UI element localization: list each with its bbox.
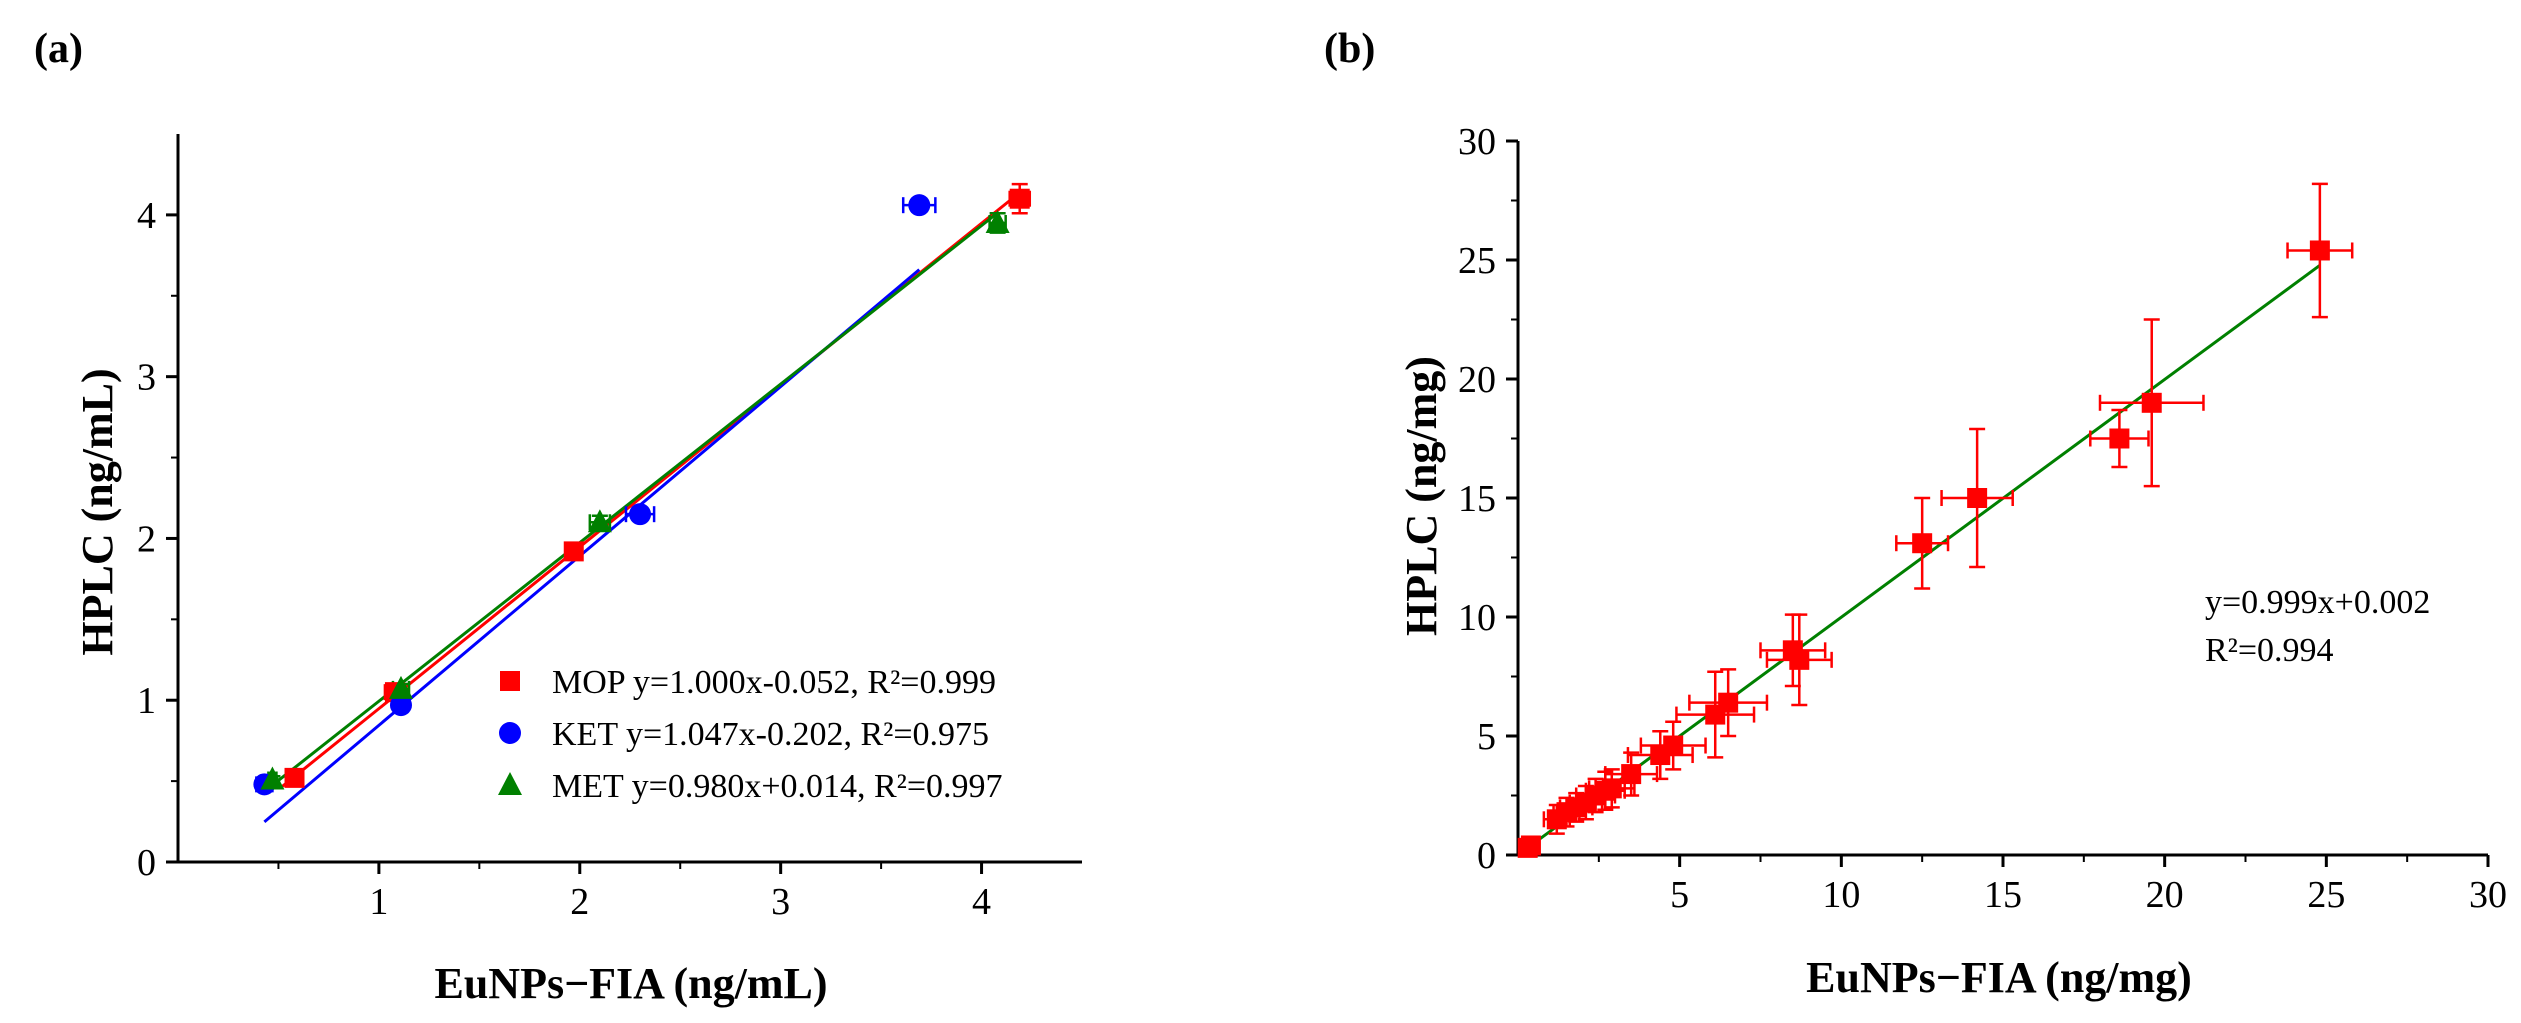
y-tick-label: 5 bbox=[1477, 716, 1496, 758]
x-tick-label: 25 bbox=[2307, 874, 2345, 916]
y-tick-label: 15 bbox=[1458, 478, 1496, 520]
legend-marker-ket bbox=[499, 722, 521, 744]
y-tick-label: 3 bbox=[137, 357, 156, 399]
data-point bbox=[1601, 778, 1622, 799]
ket-data-point bbox=[629, 503, 652, 526]
x-tick-label: 20 bbox=[2146, 874, 2184, 916]
legend-entry-ket: KET y=1.047x-0.202, R²=0.975 bbox=[499, 716, 989, 753]
fit-line bbox=[1526, 264, 2321, 850]
legend-marker-met bbox=[498, 772, 522, 795]
x-tick-label: 3 bbox=[771, 881, 790, 923]
panel-b-data-points bbox=[1517, 240, 2330, 858]
x-tick-label: 2 bbox=[570, 881, 589, 923]
panel-b-annotation: y=0.999x+0.002 R²=0.994 bbox=[2205, 584, 2430, 669]
met-data-point bbox=[260, 766, 285, 790]
data-point bbox=[2109, 428, 2130, 449]
data-point bbox=[1621, 764, 1642, 785]
ket-data-point bbox=[908, 194, 931, 217]
panel-a-y-axis-title: HPLC (ng/mL) bbox=[73, 368, 122, 655]
y-tick-label: 2 bbox=[137, 518, 156, 560]
met-data-point bbox=[587, 509, 612, 533]
chart-panel-b: (b) EuNPs−FIA (ng/mg) HPLC (ng/mg) 5 10 15… bbox=[1324, 26, 2507, 1002]
y-tick-label: 4 bbox=[137, 195, 156, 237]
y-tick-label: 0 bbox=[137, 842, 156, 884]
legend-entry-met: MET y=0.980x+0.014, R²=0.997 bbox=[498, 768, 1003, 805]
data-point bbox=[1789, 649, 1810, 670]
error-bar bbox=[2098, 318, 2205, 488]
y-tick-label: 20 bbox=[1458, 359, 1496, 401]
x-tick-label: 30 bbox=[2469, 874, 2507, 916]
ket-data-point bbox=[389, 694, 412, 717]
data-point bbox=[1967, 488, 1988, 508]
panel-a-legend: MOP y=1.000x-0.052, R²=0.999 KET y=1.047x… bbox=[498, 664, 1003, 805]
y-tick-label: 30 bbox=[1458, 121, 1496, 163]
mop-data-point bbox=[284, 767, 305, 788]
legend-label-ket: KET y=1.047x-0.202, R²=0.975 bbox=[552, 716, 989, 753]
legend-label-mop: MOP y=1.000x-0.052, R²=0.999 bbox=[552, 664, 996, 701]
x-tick-label: 4 bbox=[972, 881, 991, 923]
panel-a-x-axis-title: EuNPs−FIA (ng/mL) bbox=[434, 959, 827, 1008]
mop-data-point bbox=[563, 541, 584, 562]
chart-panel-a: (a) EuNPs−FIA (ng/mL) HPLC (ng/mL) 1 2 3 4 0… bbox=[34, 26, 1082, 1008]
panel-b-label: (b) bbox=[1324, 26, 1375, 72]
y-tick-label: 25 bbox=[1458, 240, 1496, 282]
panel-b-fit-line bbox=[1526, 264, 2321, 850]
data-point bbox=[1520, 835, 1541, 856]
mop-data-point bbox=[1009, 188, 1030, 209]
y-tick-label: 10 bbox=[1458, 597, 1496, 639]
x-tick-label: 15 bbox=[1984, 874, 2022, 916]
data-point bbox=[1663, 735, 1684, 756]
panel-a-data-points bbox=[253, 188, 1030, 796]
legend-entry-mop: MOP y=1.000x-0.052, R²=0.999 bbox=[500, 664, 996, 701]
panel-b-axes: 5 10 15 20 25 30 0 5 10 15 20 25 30 bbox=[1458, 121, 2507, 916]
y-tick-label: 0 bbox=[1477, 835, 1496, 877]
panel-a-label: (a) bbox=[34, 26, 83, 72]
legend-label-met: MET y=0.980x+0.014, R²=0.997 bbox=[552, 768, 1003, 805]
met-data-point bbox=[388, 675, 413, 699]
data-point bbox=[2141, 392, 2162, 413]
x-tick-label: 10 bbox=[1822, 874, 1860, 916]
annotation-line-2: R²=0.994 bbox=[2205, 632, 2334, 669]
x-tick-label: 5 bbox=[1670, 874, 1689, 916]
annotation-line-1: y=0.999x+0.002 bbox=[2205, 584, 2430, 621]
panel-b-x-axis-title: EuNPs−FIA (ng/mg) bbox=[1806, 953, 2192, 1002]
data-point bbox=[1912, 533, 1933, 554]
panel-b-y-axis-title: HPLC (ng/mg) bbox=[1397, 356, 1446, 636]
panel-b-error-bars bbox=[1519, 182, 2354, 856]
y-tick-label: 1 bbox=[137, 680, 156, 722]
data-point bbox=[2309, 240, 2330, 261]
x-tick-label: 1 bbox=[369, 881, 388, 923]
data-point bbox=[1718, 692, 1739, 713]
legend-marker-mop bbox=[500, 671, 520, 691]
panel-a-axes: 1 2 3 4 0 1 2 3 4 bbox=[137, 134, 1082, 923]
met-data-point bbox=[985, 209, 1010, 233]
